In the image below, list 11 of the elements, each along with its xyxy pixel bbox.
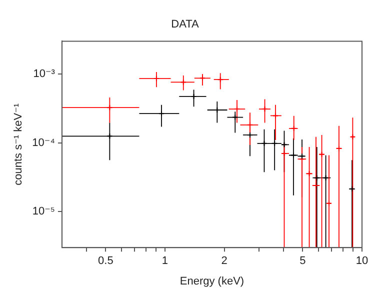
y-axis-title: counts s⁻¹ keV⁻¹: [12, 103, 25, 186]
y-tick-label: 10⁻⁵: [32, 206, 55, 218]
x-tick-label: 1: [162, 255, 168, 268]
y-tick-label: 10⁻³: [33, 68, 56, 80]
x-tick-label: 10: [356, 255, 368, 268]
x-tick-label: 2: [221, 255, 228, 268]
x-tick-label: 5: [300, 255, 306, 268]
y-tick-label: 10⁻⁴: [32, 136, 56, 149]
x-axis-title: Energy (keV): [180, 275, 244, 288]
chart-title: DATA: [171, 18, 200, 31]
x-tick-label: 0.5: [98, 255, 114, 268]
